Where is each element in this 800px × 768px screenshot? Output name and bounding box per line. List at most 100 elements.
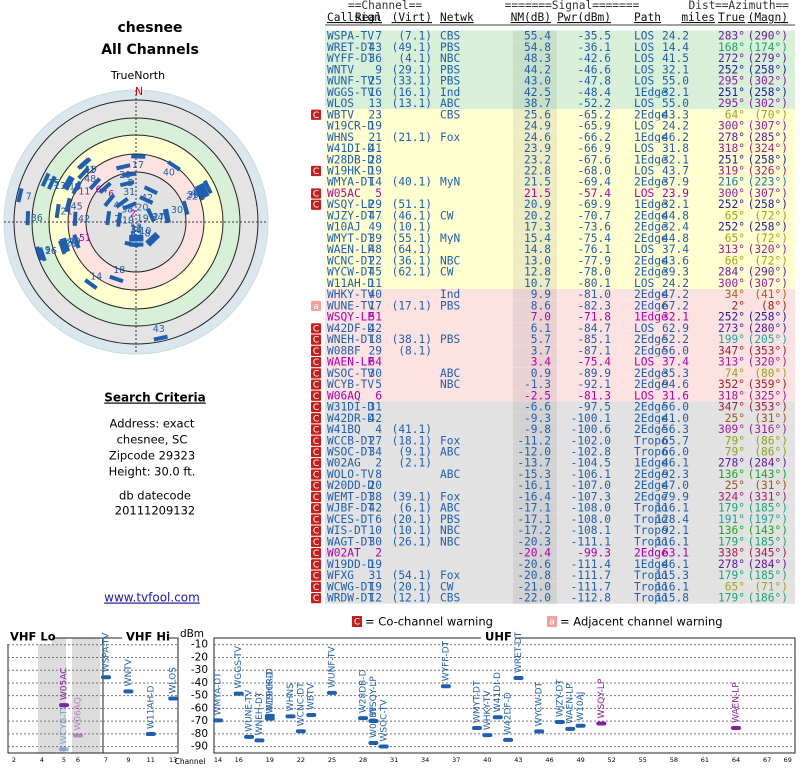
signal-marker: [145, 732, 156, 737]
cell-az-magn: (302°): [748, 97, 788, 110]
cell-netwk: Ind: [440, 288, 460, 301]
cell-az-magn: (185°): [748, 535, 788, 548]
cell-callsign: WSQY-LP: [327, 198, 374, 211]
cell-real: 11: [369, 277, 382, 290]
cell-az-magn: (72°): [754, 254, 788, 267]
row-background: [325, 435, 795, 447]
column-header: Path: [634, 11, 661, 24]
cell-virt: (12.1): [392, 592, 432, 605]
cell-az-true: 273°: [718, 322, 745, 335]
warning-icon: [311, 570, 321, 581]
cell-real: 19: [369, 120, 382, 133]
station-marker: [105, 210, 112, 226]
row-background: [325, 86, 795, 98]
cell-real: 43: [369, 41, 382, 54]
signal-callsign: W10AJ: [576, 692, 586, 721]
cell-callsign: WUNE-TV: [327, 299, 374, 312]
cell-az-true: 352°: [718, 378, 745, 391]
cell-real: 7: [375, 30, 382, 43]
station-marker: [40, 172, 51, 188]
cell-real: 31: [369, 401, 382, 414]
station-channel: 43: [153, 324, 165, 335]
cell-callsign: WLOS: [327, 97, 354, 110]
cell-pwr: -35.5: [577, 30, 611, 43]
warning-icon: [311, 379, 321, 390]
cell-nm: -9.3: [524, 412, 551, 425]
row-background: [325, 277, 795, 290]
nm-column-shade: [513, 547, 557, 559]
cell-pwr: -108.1: [571, 524, 611, 537]
cell-nm: -17.1: [517, 502, 551, 515]
signal-marker: [731, 726, 741, 731]
cell-path: 2Edge: [634, 547, 668, 560]
cell-real: 45: [369, 266, 382, 279]
cell-callsign: WYFF-DT: [327, 52, 374, 65]
site-link[interactable]: www.tvfool.com: [104, 591, 200, 605]
cell-pwr: -66.9: [577, 142, 611, 155]
nm-column-shade: [513, 401, 557, 413]
cell-az-magn: (285°): [748, 131, 788, 144]
cell-path: 2Edge: [634, 108, 668, 121]
nm-column-shade: [513, 154, 557, 166]
x-tick-label: 16: [235, 756, 243, 764]
row-background: [325, 390, 795, 402]
station-channel: 11: [78, 187, 90, 198]
cell-path: LOS: [634, 63, 654, 76]
cell-az-magn: (258°): [748, 63, 788, 76]
cell-netwk: Fox: [440, 490, 460, 503]
cell-pwr: -36.1: [577, 41, 611, 54]
row-background: [325, 592, 795, 604]
warning-icon: [311, 446, 321, 458]
cell-real: 30: [369, 367, 383, 380]
signal-callsign: WHNS: [286, 683, 296, 711]
cell-virt: (6.1): [398, 502, 432, 515]
warning-icon-text: C: [313, 414, 319, 424]
cell-netwk: MyN: [440, 176, 460, 189]
cell-virt: (64.1): [392, 243, 432, 256]
cell-path: 2Edge: [634, 299, 668, 312]
y-tick-label: -90: [191, 741, 208, 753]
cell-real: 19: [369, 558, 382, 571]
cell-az-true: 65°: [725, 232, 745, 245]
signal-marker: [254, 738, 265, 743]
cell-az-magn: (345°): [748, 547, 788, 560]
x-tick-label: 69: [784, 756, 792, 764]
cell-netwk: MyN: [440, 232, 460, 245]
station-channel: 31: [123, 187, 135, 198]
cell-az-magn: (307°): [748, 187, 788, 200]
cell-az-true: 272°: [718, 52, 745, 65]
criteria-line: Height: 30.0 ft.: [109, 465, 196, 479]
criteria-title: Search Criteria: [104, 391, 205, 405]
cell-az-magn: (72°): [754, 232, 788, 245]
warning-icon: [311, 109, 321, 120]
cell-az-magn: (307°): [748, 277, 788, 290]
cell-path: LOS: [634, 187, 654, 200]
cell-pwr: -111.7: [571, 569, 611, 582]
row-background: [325, 41, 795, 53]
nm-column-shade: [513, 176, 557, 188]
group-header: ==Azimuth==: [715, 0, 789, 12]
signal-marker: [295, 729, 306, 734]
cell-az-magn: (31°): [754, 412, 788, 425]
cell-netwk: NBC: [440, 535, 460, 548]
nm-column-shade: [513, 513, 557, 526]
nm-column-shade: [513, 412, 557, 424]
cell-netwk: CBS: [440, 30, 460, 43]
cell-callsign: WUNF-TV: [327, 75, 374, 88]
row-background: [325, 356, 795, 368]
cell-az-magn: (186°): [748, 592, 788, 605]
signal-callsign: WUNE-TV: [245, 689, 255, 732]
cell-callsign: WNEH-DT: [327, 333, 374, 346]
cell-virt: (16.1): [392, 86, 432, 99]
cell-az-magn: (331°): [748, 490, 788, 503]
station-channel: 22: [186, 192, 198, 203]
cell-az-true: 283°: [718, 30, 745, 43]
cell-pwr: -47.8: [577, 75, 611, 88]
signal-callsign: WYFF-DT: [441, 640, 451, 681]
signal-callsign: W08BF: [369, 706, 379, 738]
cell-dist: 55.0: [662, 97, 689, 110]
signal-callsign: W28DB-D: [359, 669, 369, 713]
north-label: TrueNorth: [110, 69, 165, 82]
cell-az-true: 300°: [718, 187, 745, 200]
cell-az-magn: (307°): [748, 120, 788, 133]
